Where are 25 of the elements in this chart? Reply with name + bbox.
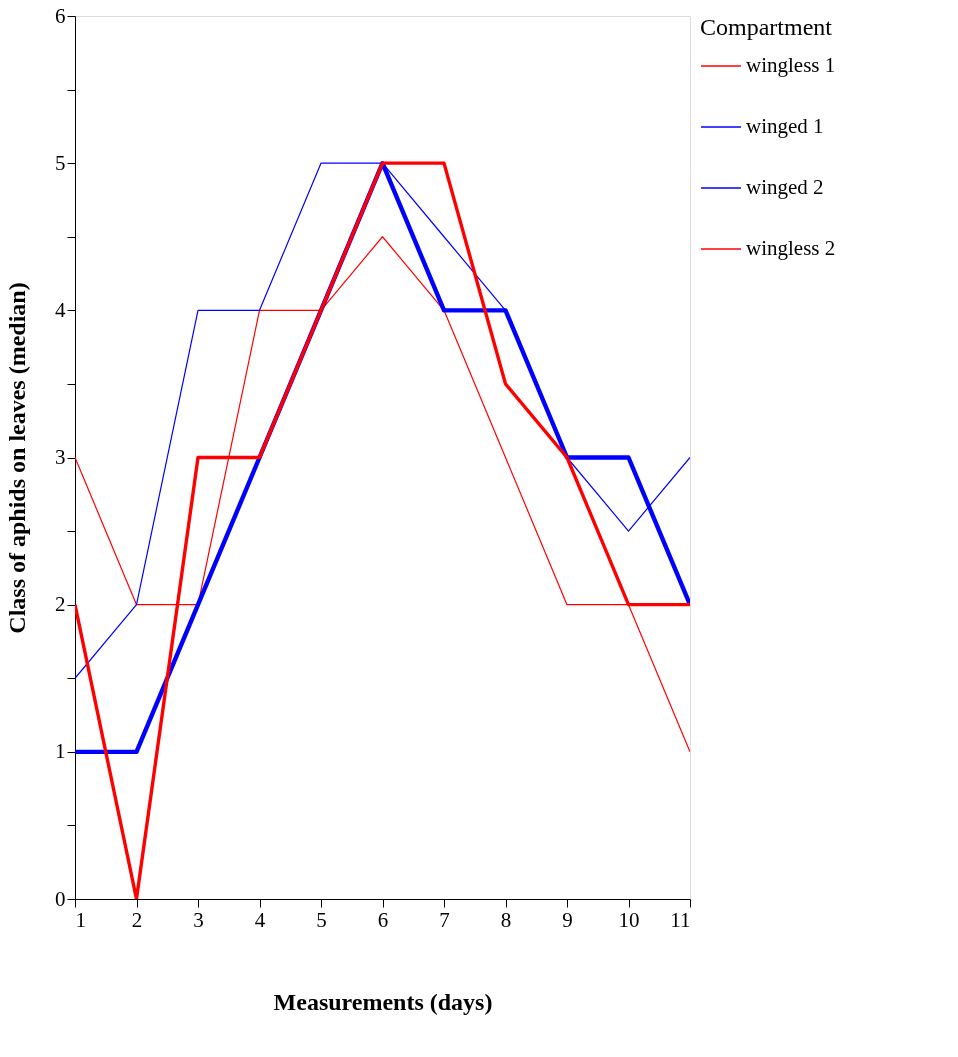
x-tick-label: 2 — [131, 907, 143, 932]
legend-label: winged 1 — [746, 114, 824, 138]
y-tick-label: 3 — [55, 445, 66, 469]
x-tick-label: 11 — [670, 907, 691, 932]
y-tick-label: 0 — [55, 886, 66, 911]
y-axis-title: Class of aphids on leaves (median) — [4, 282, 30, 634]
y-tick-label: 6 — [55, 3, 66, 28]
y-tick-label: 5 — [55, 150, 66, 175]
x-tick-label: 5 — [316, 907, 327, 932]
y-tick-label: 1 — [55, 739, 66, 764]
legend-label: wingless 2 — [746, 236, 836, 260]
x-tick-label: 9 — [562, 907, 573, 932]
x-tick-label: 6 — [377, 907, 389, 932]
x-axis-title: Measurements (days) — [273, 988, 493, 1015]
x-tick-label: 1 — [75, 907, 86, 932]
legend-label: wingless 1 — [746, 53, 836, 77]
y-tick-label: 2 — [55, 592, 66, 617]
legend-title: Compartment — [700, 14, 833, 40]
y-tick-label: 4 — [55, 297, 66, 322]
x-tick-label: 3 — [193, 907, 204, 932]
x-tick-label: 7 — [439, 907, 450, 932]
x-tick-label: 8 — [500, 907, 512, 932]
legend-label: winged 2 — [746, 175, 824, 199]
x-tick-label: 10 — [618, 907, 640, 932]
x-tick-label: 4 — [254, 907, 266, 932]
